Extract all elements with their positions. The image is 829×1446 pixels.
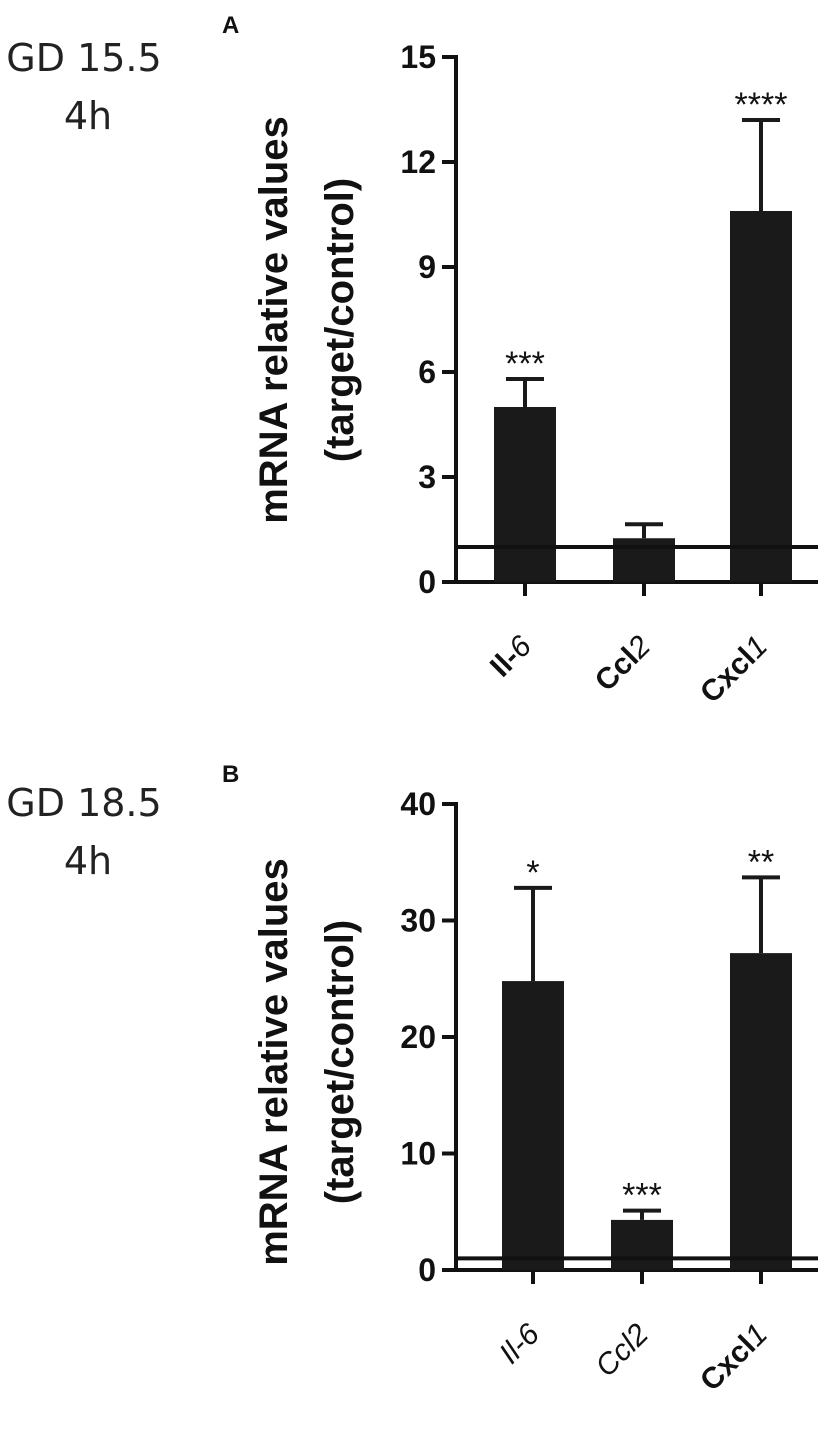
bar-a-2 bbox=[730, 211, 792, 582]
plot-area-a: 0 3 6 9 12 15 *** Il-6 Ccl2 **** Cxcl1 bbox=[400, 39, 818, 710]
category-label-a-0: Il-6 bbox=[484, 629, 538, 683]
panel-letter-b: B bbox=[222, 761, 239, 788]
y-tick-label-a-4: 12 bbox=[400, 144, 436, 180]
bar-a-0 bbox=[494, 407, 556, 582]
y-tick-label-a-2: 6 bbox=[418, 354, 436, 390]
y-tick-label-a-1: 3 bbox=[418, 459, 436, 495]
y-tick-label-b-4: 40 bbox=[400, 786, 436, 822]
category-label-b-0: Il-6 bbox=[493, 1317, 546, 1370]
y-axis-label-line1-a: mRNA relative values bbox=[252, 116, 296, 524]
side-label-line2-a: 4h bbox=[64, 94, 112, 138]
panel-letter-a: A bbox=[222, 12, 239, 39]
bar-b-1 bbox=[611, 1219, 673, 1270]
side-label-line2-b: 4h bbox=[64, 839, 112, 883]
y-tick-label-a-3: 9 bbox=[418, 249, 436, 285]
category-label-a-2: Cxcl1 bbox=[694, 630, 774, 710]
bar-a-1 bbox=[613, 538, 675, 582]
significance-label-b-1: *** bbox=[622, 1177, 662, 1215]
y-tick-label-b-0: 0 bbox=[418, 1252, 436, 1288]
y-tick-label-b-1: 10 bbox=[400, 1136, 436, 1172]
side-label-line1-a: GD 15.5 bbox=[6, 36, 161, 80]
significance-label-b-0: * bbox=[526, 854, 539, 892]
y-axis-label-line2-a: (target/control) bbox=[318, 178, 362, 462]
y-axis-label-line1-b: mRNA relative values bbox=[252, 858, 296, 1266]
significance-label-a-2: **** bbox=[735, 86, 788, 124]
side-label-line1-b: GD 18.5 bbox=[6, 781, 161, 825]
y-axis-label-line2-b: (target/control) bbox=[318, 920, 362, 1204]
plot-area-b: 0 10 20 30 40 * Il-6 *** Ccl2 ** Cxcl1 bbox=[400, 786, 818, 1398]
category-label-b-2: Cxcl1 bbox=[694, 1318, 774, 1398]
category-label-a-1: Ccl2 bbox=[589, 629, 657, 697]
y-tick-label-a-5: 15 bbox=[400, 39, 436, 75]
bar-b-2 bbox=[730, 953, 792, 1270]
significance-label-b-2: ** bbox=[748, 843, 774, 881]
significance-label-a-0: *** bbox=[505, 345, 545, 383]
y-tick-label-a-0: 0 bbox=[418, 564, 436, 600]
y-tick-label-b-3: 30 bbox=[400, 903, 436, 939]
y-tick-label-b-2: 20 bbox=[400, 1019, 436, 1055]
category-label-b-1: Ccl2 bbox=[589, 1317, 655, 1383]
bar-b-0 bbox=[502, 981, 564, 1270]
